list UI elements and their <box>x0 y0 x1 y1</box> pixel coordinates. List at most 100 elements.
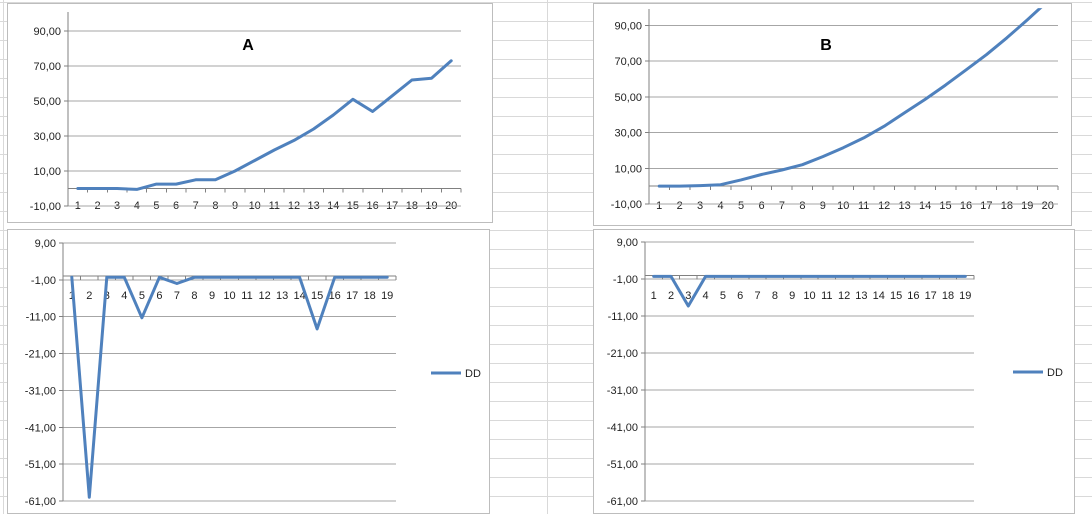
dd-series-line <box>70 275 389 499</box>
y-tick-label: -31,00 <box>25 385 56 397</box>
y-tick-label: -1,00 <box>613 274 638 286</box>
x-tick-label: 17 <box>925 290 937 302</box>
x-tick-label: 18 <box>1001 200 1013 212</box>
y-tick-label: -31,00 <box>607 385 638 397</box>
x-tick-label: 18 <box>942 290 954 302</box>
x-tick-label: 9 <box>209 290 215 302</box>
x-tick-label: 18 <box>364 290 376 302</box>
x-tick-label: 6 <box>156 290 162 302</box>
x-tick-label: 17 <box>980 200 992 212</box>
x-tick-label: 11 <box>241 290 252 302</box>
x-tick-label: 9 <box>820 200 826 212</box>
y-tick-label: 70,00 <box>33 61 61 73</box>
x-tick-label: 10 <box>803 290 815 302</box>
y-tick-label: 50,00 <box>33 96 61 108</box>
chart-a-equity-curve[interactable]: 1 2 3 4 5 6 7 8 9 10 11 12 13 14 15 16 17 18 19 20 90,00 70,0… <box>7 3 493 223</box>
x-tick-label: 19 <box>1021 200 1033 212</box>
dd-series-line <box>652 274 967 308</box>
y-tick-label: -10,00 <box>30 201 61 213</box>
x-tick-label: 16 <box>960 200 972 212</box>
chart-b-drawdown[interactable]: 1 2 3 4 5 6 7 8 9 10 11 12 13 14 15 16 17 18 19 9,00 -1,00 -1… <box>593 229 1075 514</box>
y-tick-label: 10,00 <box>614 163 642 175</box>
x-tick-label: 14 <box>873 290 885 302</box>
x-tick-label: 2 <box>677 200 683 212</box>
y-tick-label: 30,00 <box>614 128 642 140</box>
x-tick-label: 1 <box>651 290 657 302</box>
chart-b-equity-curve[interactable]: 1 2 3 4 5 6 7 8 9 10 11 12 13 14 15 16 17 18 19 20 90,00 70,0… <box>593 3 1072 226</box>
x-tick-label: 4 <box>121 290 127 302</box>
equity-series-line <box>76 59 453 191</box>
x-tick-label: 8 <box>799 200 805 212</box>
x-tick-label: 7 <box>755 290 761 302</box>
x-tick-label: 5 <box>139 290 145 302</box>
x-tick-label: 13 <box>855 290 867 302</box>
x-tick-label: 3 <box>697 200 703 212</box>
y-tick-label: 9,00 <box>617 237 638 249</box>
x-tick-label: 8 <box>191 290 197 302</box>
x-tick-label: 12 <box>838 290 850 302</box>
sheet-column-gridline <box>547 0 548 514</box>
x-tick-label: 7 <box>174 290 180 302</box>
x-tick-label: 4 <box>703 290 709 302</box>
x-tick-label: 12 <box>878 200 890 212</box>
x-tick-label: 13 <box>898 200 910 212</box>
y-tick-label: -41,00 <box>25 422 56 434</box>
line-chart-canvas: 1 2 3 4 5 6 7 8 9 10 11 12 13 14 15 16 17 18 199,00-1,00-1… <box>25 238 481 508</box>
y-tick-label: -21,00 <box>25 349 56 361</box>
legend-label: DD <box>465 368 481 380</box>
y-tick-label: -1,00 <box>31 275 56 287</box>
legend-label: DD <box>1047 367 1063 379</box>
y-tick-label: -11,00 <box>608 311 638 323</box>
x-tick-label: 3 <box>685 290 691 302</box>
y-tick-label: -11,00 <box>26 312 56 324</box>
y-tick-label: -61,00 <box>607 496 638 508</box>
x-tick-label: 15 <box>890 290 902 302</box>
y-tick-label: 90,00 <box>614 20 642 32</box>
x-tick-label: 13 <box>276 290 288 302</box>
chart-title: A <box>242 37 254 54</box>
x-tick-label: 7 <box>779 200 785 212</box>
x-tick-label: 2 <box>668 290 674 302</box>
x-tick-label: 2 <box>86 290 92 302</box>
x-tick-label: 4 <box>718 200 724 212</box>
y-tick-label: -51,00 <box>607 459 638 471</box>
x-tick-label: 15 <box>939 200 951 212</box>
y-tick-label: -21,00 <box>607 348 638 360</box>
x-tick-label: 5 <box>720 290 726 302</box>
x-tick-label: 10 <box>223 290 235 302</box>
x-tick-label: 6 <box>737 290 743 302</box>
x-tick-label: 20 <box>1042 200 1054 212</box>
chart-a-drawdown[interactable]: 1 2 3 4 5 6 7 8 9 10 11 12 13 14 15 16 17 18 19 9,00 -1,00 -1… <box>7 229 490 514</box>
sheet-column-gridline <box>3 0 4 514</box>
y-tick-label: 90,00 <box>33 26 61 38</box>
y-tick-label: 30,00 <box>33 131 61 143</box>
x-tick-label: 16 <box>329 290 341 302</box>
y-tick-label: 50,00 <box>614 92 642 104</box>
x-tick-label: 12 <box>258 290 270 302</box>
line-chart-canvas: 1 2 3 4 5 6 7 8 9 10 11 12 13 14 15 16 17 18 19 2090,0070,0… <box>611 8 1059 212</box>
x-tick-label: 19 <box>381 290 393 302</box>
x-tick-label: 10 <box>837 200 849 212</box>
y-tick-label: -10,00 <box>611 199 642 211</box>
x-tick-label: 17 <box>346 290 358 302</box>
x-tick-label: 8 <box>772 290 778 302</box>
chart-title: B <box>820 37 832 54</box>
y-tick-label: 10,00 <box>33 166 61 178</box>
x-tick-label: 16 <box>907 290 919 302</box>
y-tick-label: 70,00 <box>614 56 642 68</box>
y-tick-label: -51,00 <box>25 459 56 471</box>
line-chart-canvas: 1 2 3 4 5 6 7 8 9 10 11 12 13 14 15 16 17 18 19 2090,0070,0… <box>30 11 462 213</box>
y-tick-label: -61,00 <box>25 496 56 508</box>
x-tick-label: 11 <box>858 200 869 212</box>
y-tick-label: 9,00 <box>35 238 56 250</box>
x-tick-label: 14 <box>919 200 931 212</box>
y-tick-label: -41,00 <box>607 422 638 434</box>
x-tick-label: 5 <box>738 200 744 212</box>
equity-series-line <box>657 8 1043 188</box>
x-tick-label: 15 <box>311 290 323 302</box>
x-tick-label: 14 <box>293 290 305 302</box>
x-tick-label: 9 <box>789 290 795 302</box>
x-tick-label: 11 <box>821 290 832 302</box>
x-tick-label: 1 <box>656 200 662 212</box>
